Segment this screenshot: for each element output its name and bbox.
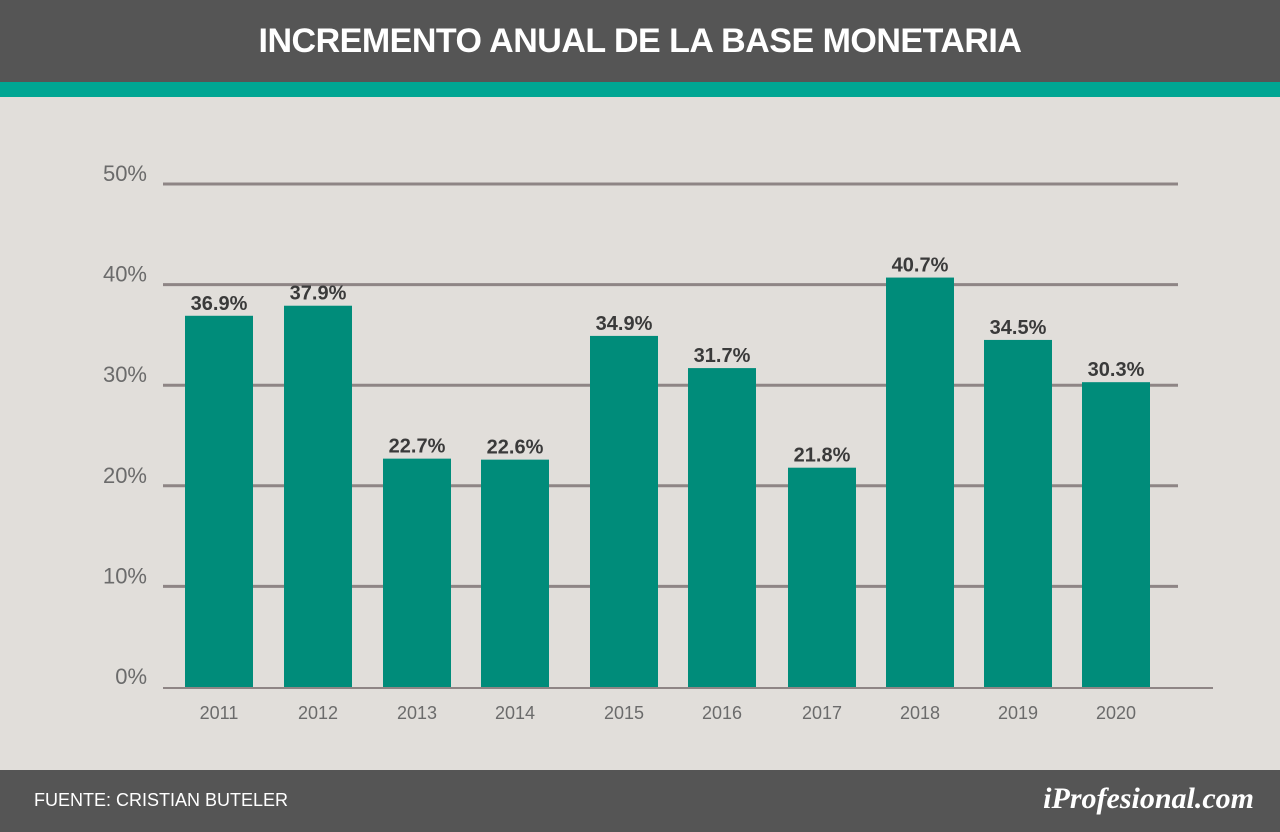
bar: [284, 305, 352, 687]
bar: [590, 335, 658, 687]
bar: [886, 277, 954, 687]
value-label: 31.7%: [694, 345, 751, 367]
bar: [788, 467, 856, 687]
value-label: 22.6%: [487, 437, 544, 459]
chart-area: 0% 10% 20% 30% 40% 50% 36.9% 2011 37.9% 2012 22.7%…: [0, 97, 1280, 770]
accent-bar: [0, 82, 1280, 97]
x-tick-label: 2019: [998, 703, 1038, 723]
y-tick-label: 20%: [103, 463, 147, 488]
value-label: 21.8%: [794, 445, 851, 467]
x-tick-label: 2017: [802, 703, 842, 723]
bar: [984, 339, 1052, 687]
y-tick-label: 10%: [103, 563, 147, 588]
x-tick-label: 2018: [900, 703, 940, 723]
y-tick-label: 50%: [103, 161, 147, 186]
x-tick-label: 2012: [298, 703, 338, 723]
x-tick-label: 2015: [604, 703, 644, 723]
source-label: FUENTE: CRISTIAN BUTELER: [34, 790, 289, 810]
value-label: 22.7%: [389, 436, 446, 458]
value-label: 37.9%: [290, 283, 347, 305]
bar: [383, 458, 451, 687]
x-tick-label: 2014: [495, 703, 535, 723]
y-tick-label: 30%: [103, 362, 147, 387]
bar-chart: 0% 10% 20% 30% 40% 50% 36.9% 2011 37.9% 2012 22.7%…: [103, 161, 1213, 723]
bar: [1082, 382, 1150, 687]
brand-logo: iProfesional.com: [1043, 782, 1254, 815]
bar: [185, 315, 253, 687]
x-tick-label: 2020: [1096, 703, 1136, 723]
x-tick-label: 2013: [397, 703, 437, 723]
value-label: 34.9%: [596, 313, 653, 335]
bar: [688, 368, 756, 687]
y-tick-label: 0%: [115, 664, 147, 689]
bar: [481, 459, 549, 687]
chart-header: INCREMENTO ANUAL DE LA BASE MONETARIA: [0, 0, 1280, 82]
footer: FUENTE: CRISTIAN BUTELER iProfesional.co…: [0, 770, 1280, 832]
value-label: 34.5%: [990, 317, 1047, 339]
x-tick-label: 2011: [200, 703, 239, 723]
value-label: 40.7%: [892, 255, 949, 277]
x-tick-label: 2016: [702, 703, 742, 723]
y-tick-label: 40%: [103, 262, 147, 287]
value-label: 36.9%: [191, 293, 248, 315]
value-label: 30.3%: [1088, 359, 1145, 381]
chart-title: INCREMENTO ANUAL DE LA BASE MONETARIA: [258, 21, 1022, 60]
